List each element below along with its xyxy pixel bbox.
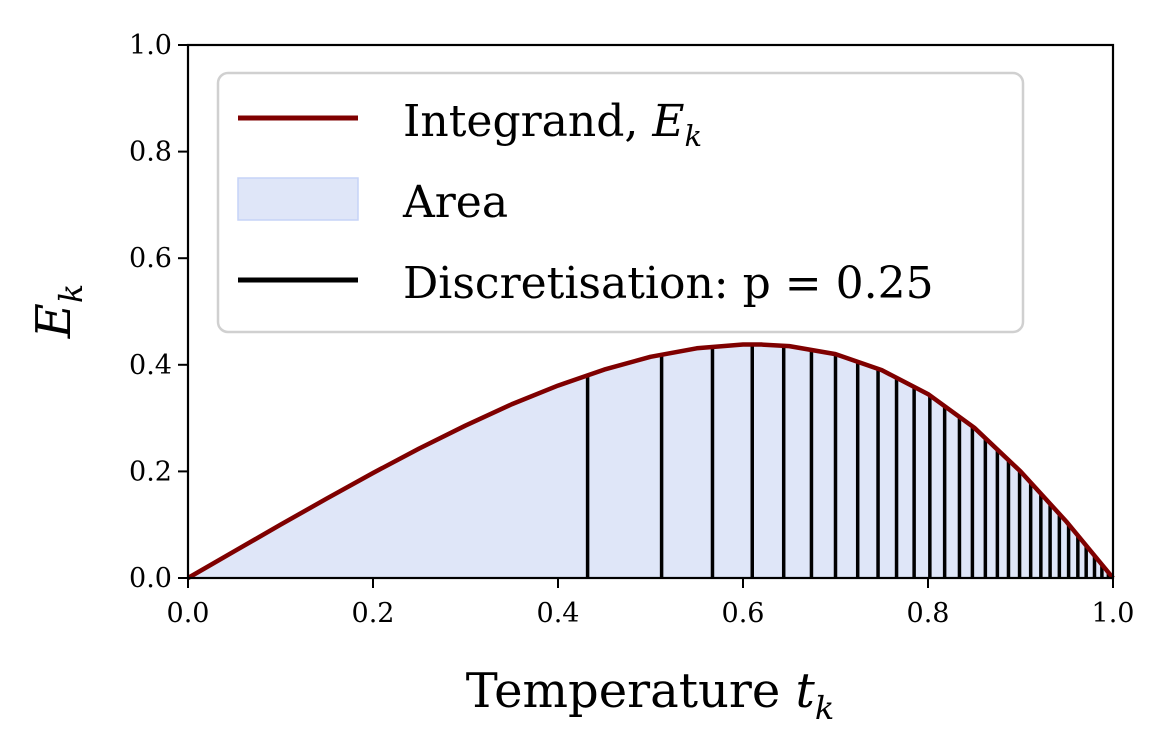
y-tick-label-5: 1.0 <box>129 30 172 61</box>
y-axis-label-sub: k <box>52 284 90 303</box>
legend-label-integrand-text: Integrand, <box>403 96 652 147</box>
x-tick-label-3: 0.6 <box>722 598 765 629</box>
area-fill <box>188 344 1113 578</box>
legend-label-discretisation: Discretisation: p = 0.25 <box>403 258 934 309</box>
x-tick-label-4: 0.8 <box>907 598 950 629</box>
x-axis-label-text: Temperature <box>466 663 796 719</box>
legend: Integrand, Ek Area Discretisation: p = 0… <box>216 71 1025 334</box>
legend-swatch-area <box>237 177 359 221</box>
plot-frame <box>186 43 1115 580</box>
x-axis-label: Temperature tk <box>466 663 834 727</box>
x-tick-label-1: 0.2 <box>352 598 395 629</box>
legend-label-integrand-sub: k <box>684 119 702 153</box>
legend-frame <box>216 71 1025 334</box>
x-axis-label-sub: k <box>815 689 834 727</box>
x-tick-label-0: 0.0 <box>167 598 210 629</box>
y-tick-label-4: 0.8 <box>129 137 172 168</box>
x-axis-label-var: t <box>796 663 816 719</box>
x-tick-label-5: 1.0 <box>1092 598 1135 629</box>
y-tick-label-1: 0.2 <box>129 456 172 487</box>
axes-ticks: 0.0 0.2 0.4 0.6 0.8 1.0 0.0 0.2 0.4 0.6 0.8 1.0 <box>129 30 1134 629</box>
legend-label-integrand: Integrand, Ek <box>403 96 702 153</box>
legend-label-integrand-var: E <box>651 96 684 147</box>
legend-label-area: Area <box>402 177 508 228</box>
y-tick-label-2: 0.4 <box>129 350 172 381</box>
y-tick-label-3: 0.6 <box>129 243 172 274</box>
y-axis-label-var: E <box>26 303 82 339</box>
y-tick-label-0: 0.0 <box>129 563 172 594</box>
plot-area <box>186 342 1115 580</box>
y-axis-label: Ek <box>26 284 90 339</box>
integrand-line <box>186 342 1115 580</box>
x-tick-label-2: 0.4 <box>537 598 580 629</box>
